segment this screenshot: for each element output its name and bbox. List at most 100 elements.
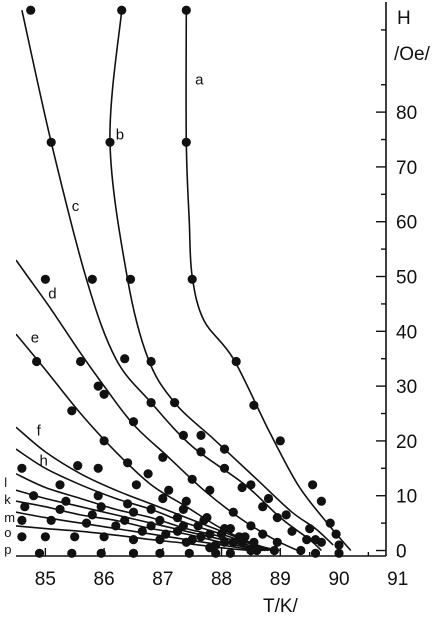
data-point-k	[120, 515, 130, 526]
series-label-f: f	[37, 422, 42, 439]
data-point-c	[272, 513, 282, 523]
data-point-k	[87, 510, 97, 520]
series-label-e: e	[31, 329, 39, 346]
y-tick-label: 0	[396, 542, 407, 563]
y-tick-label: 70	[396, 158, 417, 179]
data-point-f	[93, 463, 103, 473]
series-label-c: c	[72, 198, 80, 215]
series-line-b	[109, 10, 334, 546]
y-axis-title-line1: H	[397, 8, 411, 29]
data-point-c	[26, 5, 36, 15]
data-point-b	[125, 274, 136, 284]
data-point-k	[196, 532, 206, 542]
x-tick-label: 88	[211, 569, 232, 590]
data-point-d	[269, 545, 279, 556]
data-point-h	[17, 463, 27, 473]
data-point-l	[178, 521, 188, 531]
data-point-e	[164, 485, 174, 495]
data-point-d	[93, 381, 103, 391]
y-tick-label: 80	[396, 103, 417, 124]
data-point-m	[111, 521, 121, 531]
data-point-b	[196, 430, 206, 440]
data-point-o	[128, 535, 139, 545]
data-point-m	[137, 526, 147, 536]
data-point-b	[246, 480, 256, 490]
data-point-b	[263, 493, 274, 504]
data-point-d	[246, 521, 256, 531]
data-point-o	[17, 532, 27, 542]
series-label-m: m	[4, 510, 15, 525]
data-point-d	[228, 507, 238, 517]
data-point-a	[334, 540, 344, 550]
series-label-d: d	[48, 285, 56, 302]
x-tick-label: 90	[328, 569, 349, 590]
data-point-h	[193, 521, 203, 531]
data-point-a	[181, 5, 191, 15]
markers-group	[17, 5, 344, 558]
x-tick-label: 86	[94, 569, 115, 590]
data-point-o	[155, 535, 165, 545]
series-label-k: k	[4, 492, 11, 507]
data-point-k	[146, 521, 156, 531]
data-point-a	[331, 529, 341, 539]
data-point-h	[93, 491, 103, 501]
data-point-e	[143, 469, 153, 479]
data-point-h	[217, 529, 227, 539]
y-tick-label: 10	[396, 487, 417, 508]
data-point-l	[155, 515, 165, 526]
data-point-c	[237, 482, 247, 493]
data-point-f	[178, 504, 188, 514]
data-point-c	[302, 535, 312, 545]
data-point-b	[105, 137, 115, 147]
data-point-f	[131, 480, 141, 490]
data-point-h	[172, 513, 183, 523]
series-label-p: p	[4, 542, 11, 557]
data-point-e	[67, 406, 77, 416]
data-point-b	[117, 5, 127, 15]
data-point-d	[40, 274, 51, 284]
curves-group	[16, 10, 352, 552]
data-point-e	[99, 436, 109, 446]
data-point-l	[128, 507, 139, 517]
data-point-o	[205, 543, 215, 553]
data-point-a	[316, 496, 326, 506]
data-point-h	[146, 504, 156, 514]
data-point-m	[81, 518, 92, 528]
data-point-d	[272, 537, 282, 547]
data-point-a	[275, 436, 285, 446]
data-point-l	[96, 502, 106, 512]
data-point-o	[40, 532, 51, 542]
data-point-f	[158, 493, 168, 504]
data-point-c	[287, 526, 297, 536]
data-point-o	[181, 537, 191, 547]
series-line-f	[16, 426, 275, 552]
data-point-b	[219, 444, 230, 454]
data-point-h	[55, 480, 65, 490]
data-point-c	[120, 354, 130, 364]
data-point-a	[249, 400, 259, 410]
x-axis-title: T/K/	[263, 596, 299, 617]
data-point-c	[196, 447, 206, 457]
y-tick-label: 20	[396, 432, 417, 453]
series-label-l: l	[4, 475, 7, 490]
data-point-b	[316, 537, 326, 547]
series-line-c	[21, 10, 322, 552]
data-point-f	[225, 524, 235, 534]
data-point-l	[61, 496, 71, 506]
data-point-d	[158, 452, 168, 462]
series-line-a	[185, 10, 352, 552]
y-tick-label: 30	[396, 377, 417, 398]
series-label-a: a	[195, 72, 204, 89]
data-point-h	[246, 545, 256, 556]
x-tick-label: 87	[152, 569, 173, 590]
data-point-e	[123, 458, 133, 468]
data-point-b	[281, 510, 291, 520]
x-tick-label: 89	[270, 569, 291, 590]
data-point-b	[170, 398, 180, 408]
data-point-a	[187, 274, 197, 284]
data-point-f	[199, 515, 209, 526]
data-point-a	[308, 480, 318, 490]
data-point-e	[31, 356, 42, 367]
data-point-o	[99, 532, 109, 542]
